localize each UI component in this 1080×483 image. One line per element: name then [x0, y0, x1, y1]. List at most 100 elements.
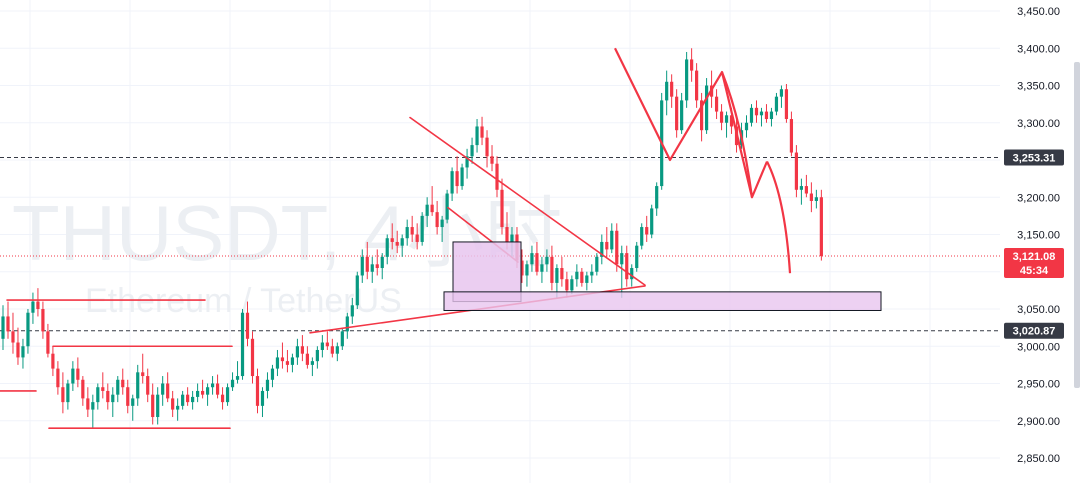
candle-body: [96, 387, 100, 403]
candle-body: [21, 346, 25, 358]
price-badges: 3,253.31 3,121.08 45:34 3,020.87: [1004, 149, 1064, 339]
candle-body: [445, 193, 449, 220]
candle-body: [610, 230, 614, 250]
candle-body: [495, 163, 499, 190]
candle-body: [106, 390, 110, 403]
candle-body: [570, 279, 574, 291]
price-axis-background: [1000, 0, 1080, 483]
candle-body: [690, 59, 694, 71]
price-badge-background: [1004, 322, 1064, 339]
candle-body: [809, 193, 813, 201]
candle-body: [370, 264, 374, 272]
candle-body: [171, 398, 175, 410]
candle-body: [555, 268, 559, 283]
candle-body: [360, 256, 364, 276]
candle-body: [1, 316, 5, 339]
price-tick-label: 2,900.00: [1017, 416, 1060, 428]
price-tick-label: 3,350.00: [1017, 81, 1060, 93]
candle-body: [799, 186, 803, 190]
candle-body: [240, 312, 245, 377]
price-tick-label: 3,000.00: [1017, 341, 1060, 353]
candle-body: [415, 234, 419, 242]
price-tick-label: 3,400.00: [1017, 43, 1060, 55]
candle-body: [505, 227, 509, 242]
candle-body: [645, 227, 649, 235]
candle-body: [425, 204, 429, 216]
projection-curve[interactable]: [766, 160, 792, 274]
candle-body: [365, 256, 369, 272]
candle-body: [66, 383, 70, 403]
candle-body: [794, 152, 799, 190]
candle-body: [575, 271, 579, 280]
candle-body: [201, 390, 205, 395]
candle-body: [585, 275, 589, 283]
candle-body: [430, 204, 434, 213]
candle-body: [395, 241, 399, 246]
candle-body: [275, 357, 280, 369]
candle-body: [590, 271, 594, 276]
candle-body: [500, 189, 504, 228]
candle-body: [470, 145, 474, 157]
candle-body: [375, 264, 379, 269]
candle-body: [111, 394, 115, 403]
candle-body: [435, 212, 439, 228]
candle-body: [754, 107, 759, 116]
trendline-resistance[interactable]: [409, 116, 646, 286]
demand-zone-box[interactable]: [443, 291, 882, 311]
candle-body: [729, 115, 734, 127]
price-badge-countdown: 45:34: [1020, 265, 1049, 277]
candle-body: [230, 379, 235, 388]
candle-body: [86, 398, 90, 410]
candle-body: [320, 342, 324, 350]
candle-body: [71, 368, 75, 384]
candle-body: [595, 256, 599, 272]
candle-body: [6, 316, 10, 332]
candle-body: [749, 107, 754, 123]
candle-body: [405, 227, 409, 239]
candle-body: [46, 331, 50, 354]
candle-body: [126, 387, 130, 406]
candle-body: [535, 253, 539, 272]
price-axis[interactable]: 3,450.003,400.003,350.003,300.003,250.00…: [1000, 0, 1080, 483]
candle-body: [196, 390, 200, 397]
candle-body: [510, 234, 514, 242]
candle-body: [186, 394, 190, 403]
candle-body: [315, 349, 319, 362]
candle-body: [625, 253, 629, 280]
candle-body: [724, 115, 729, 123]
scrollbar-thumb[interactable]: [1074, 62, 1080, 388]
candle-body: [295, 346, 300, 358]
candle-body: [769, 111, 774, 120]
candle-body: [475, 126, 479, 146]
candle-body: [545, 256, 549, 265]
candle-body: [485, 137, 489, 157]
candle-body: [675, 96, 679, 131]
candle-body: [26, 312, 30, 347]
candle-body: [700, 100, 704, 131]
candles: [1, 48, 823, 429]
drawings[interactable]: [0, 47, 882, 430]
scrollbar[interactable]: [1074, 62, 1080, 388]
candle-body: [265, 379, 270, 391]
candle-body: [685, 59, 689, 101]
candle-body: [285, 361, 290, 365]
candle-body: [455, 171, 459, 187]
candle-body: [640, 227, 644, 246]
candle-body: [270, 368, 275, 380]
candle-body: [635, 245, 639, 269]
candle-body: [31, 301, 35, 313]
candle-body: [465, 156, 469, 168]
candle-body: [300, 346, 304, 354]
candle-body: [605, 241, 609, 250]
candle-body: [156, 394, 160, 418]
candle-body: [136, 372, 140, 399]
pattern-curve[interactable]: [720, 71, 754, 198]
candle-body: [161, 383, 165, 395]
candle-body: [260, 390, 265, 406]
candle-body: [764, 111, 769, 120]
candle-body: [380, 256, 384, 269]
price-tick-label: 2,950.00: [1017, 379, 1060, 391]
candle-body: [205, 387, 210, 395]
